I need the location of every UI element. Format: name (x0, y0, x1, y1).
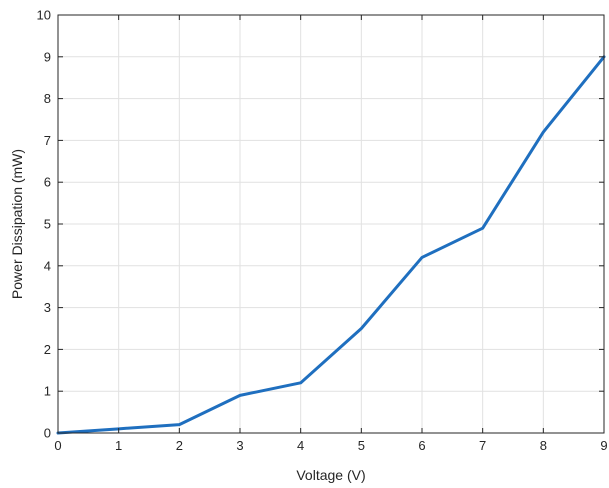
y-tick-label: 6 (44, 175, 51, 190)
y-tick-label: 2 (44, 342, 51, 357)
y-tick-label: 9 (44, 49, 51, 64)
y-axis-label: Power Dissipation (mW) (9, 149, 25, 299)
y-tick-label: 0 (44, 426, 51, 441)
x-axis-label: Voltage (V) (296, 467, 365, 483)
x-tick-label: 6 (418, 438, 425, 453)
tick-group: 0 1 2 3 4 5 6 7 8 9 0 1 2 3 4 5 6 7 8 9 10 (37, 8, 608, 454)
x-tick-label: 5 (358, 438, 365, 453)
x-tick-label: 3 (236, 438, 243, 453)
x-tick-label: 7 (479, 438, 486, 453)
y-tick-label: 10 (37, 8, 51, 23)
x-tick-label: 1 (115, 438, 122, 453)
y-tick-label: 1 (44, 384, 51, 399)
y-tick-label: 4 (44, 258, 51, 273)
x-tick-label: 8 (540, 438, 547, 453)
x-tick-label: 2 (176, 438, 183, 453)
x-tick-label: 0 (54, 438, 61, 453)
x-tick-label: 4 (297, 438, 304, 453)
y-tick-label: 5 (44, 217, 51, 232)
y-tick-label: 3 (44, 300, 51, 315)
y-tick-label: 8 (44, 91, 51, 106)
series-line (56, 55, 606, 435)
x-tick-label: 9 (600, 438, 607, 453)
y-tick-label: 7 (44, 133, 51, 148)
